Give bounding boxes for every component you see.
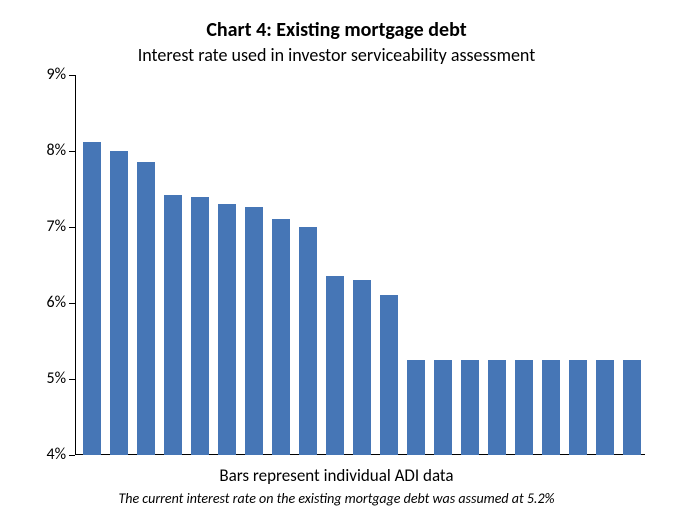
- bar: [461, 360, 479, 455]
- bar: [569, 360, 587, 455]
- bar: [299, 227, 317, 455]
- bar: [542, 360, 560, 455]
- y-axis-line: [75, 75, 76, 455]
- chart-container: Chart 4: Existing mortgage debt Interest…: [0, 0, 673, 521]
- bar: [164, 195, 182, 455]
- y-tick-mark: [69, 379, 75, 380]
- y-tick-mark: [69, 455, 75, 456]
- y-tick-mark: [69, 151, 75, 152]
- bar: [326, 276, 344, 455]
- bar: [623, 360, 641, 455]
- bar: [380, 295, 398, 455]
- bar: [353, 280, 371, 455]
- bar: [488, 360, 506, 455]
- y-tick-label: 9%: [30, 65, 66, 84]
- y-tick-label: 7%: [30, 217, 66, 236]
- bar: [137, 162, 155, 455]
- y-tick-label: 8%: [30, 141, 66, 160]
- bar: [434, 360, 452, 455]
- y-tick-label: 6%: [30, 293, 66, 312]
- y-tick-label: 5%: [30, 369, 66, 388]
- chart-footnote: The current interest rate on the existin…: [0, 490, 673, 507]
- chart-title: Chart 4: Existing mortgage debt: [0, 18, 673, 42]
- plot-area: [75, 75, 645, 455]
- bar: [191, 197, 209, 455]
- bar: [83, 142, 101, 455]
- y-tick-mark: [69, 227, 75, 228]
- bar: [596, 360, 614, 455]
- bar: [272, 219, 290, 455]
- y-tick-mark: [69, 75, 75, 76]
- bar: [110, 151, 128, 455]
- bar: [245, 207, 263, 455]
- bar: [407, 360, 425, 455]
- bar: [218, 204, 236, 455]
- y-tick-mark: [69, 303, 75, 304]
- y-tick-label: 4%: [30, 445, 66, 464]
- bar: [515, 360, 533, 455]
- chart-subtitle: Interest rate used in investor serviceab…: [0, 44, 673, 66]
- x-axis-caption: Bars represent individual ADI data: [0, 465, 673, 486]
